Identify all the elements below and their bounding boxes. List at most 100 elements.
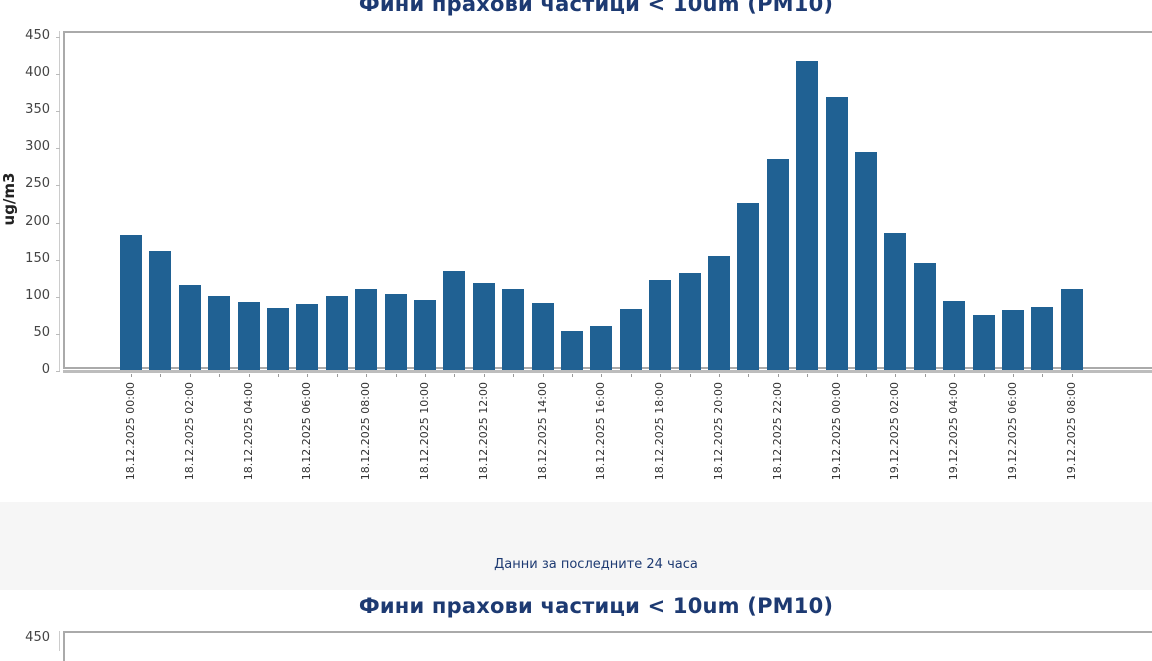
bar[interactable] xyxy=(149,250,172,371)
x-tick-mark xyxy=(777,374,779,377)
x-tick-mark xyxy=(630,374,632,377)
y-tick-mark xyxy=(56,37,60,38)
y-tick-label: 200 xyxy=(25,213,50,229)
x-tick-mark xyxy=(836,374,838,377)
caption-band xyxy=(0,502,1152,590)
x-tick-mark xyxy=(278,374,279,377)
x-axis-line xyxy=(63,370,1152,373)
y-tick-mark xyxy=(56,148,60,150)
bar[interactable] xyxy=(502,289,525,371)
bar[interactable] xyxy=(472,282,495,371)
x-tick-label: 18.12.2025 08:00 xyxy=(359,382,373,481)
x-tick-label: 18.12.2025 04:00 xyxy=(241,382,255,481)
second-chart-y-axis xyxy=(59,631,60,651)
bar[interactable] xyxy=(825,97,848,371)
bar[interactable] xyxy=(325,296,348,371)
x-tick-mark xyxy=(954,374,956,377)
bar[interactable] xyxy=(296,304,319,371)
x-tick-mark xyxy=(366,374,368,377)
bar[interactable] xyxy=(443,270,466,371)
bar[interactable] xyxy=(561,330,583,371)
bar[interactable] xyxy=(237,301,260,371)
x-tick-mark xyxy=(248,374,250,377)
bar[interactable] xyxy=(796,60,819,371)
x-tick-label: 19.12.2025 04:00 xyxy=(947,382,961,481)
bar[interactable] xyxy=(649,279,672,371)
bar[interactable] xyxy=(737,203,760,371)
x-tick-label: 19.12.2025 06:00 xyxy=(1006,382,1019,481)
bar[interactable] xyxy=(766,158,789,371)
y-tick-label: 150 xyxy=(25,250,50,266)
bar[interactable] xyxy=(884,232,907,371)
x-tick-label: 19.12.2025 02:00 xyxy=(888,382,902,481)
x-tick-mark xyxy=(924,374,926,377)
second-chart-title: Фини прахови частици < 10um (PM10) xyxy=(358,594,834,618)
second-chart-plot-area xyxy=(63,631,1152,661)
y-tick-mark xyxy=(56,111,60,113)
x-tick-mark xyxy=(807,374,809,377)
x-tick-label: 18.12.2025 14:00 xyxy=(535,382,549,481)
bar[interactable] xyxy=(208,296,231,371)
x-tick-label: 18.12.2025 02:00 xyxy=(182,382,196,481)
x-tick-mark xyxy=(160,374,162,377)
x-tick-mark xyxy=(748,374,750,377)
y-tick-mark xyxy=(56,74,60,76)
bar[interactable] xyxy=(678,273,701,371)
x-tick-mark xyxy=(719,374,720,377)
bar[interactable] xyxy=(972,315,995,371)
x-tick-mark xyxy=(336,374,338,377)
x-tick-mark xyxy=(483,374,485,377)
y-tick-label: 0 xyxy=(41,362,50,377)
bar[interactable] xyxy=(913,262,936,371)
bar[interactable] xyxy=(590,325,613,371)
bar[interactable] xyxy=(355,289,378,371)
x-tick-label: 18.12.2025 06:00 xyxy=(300,382,314,481)
x-tick-mark xyxy=(866,374,867,377)
y-axis-line xyxy=(59,31,60,372)
bar[interactable] xyxy=(1060,289,1083,371)
y-tick-label: 300 xyxy=(25,139,50,155)
x-tick-mark xyxy=(689,374,691,377)
x-tick-mark xyxy=(601,374,603,377)
x-tick-mark xyxy=(1071,374,1073,377)
y-tick-mark xyxy=(56,185,60,187)
bar[interactable] xyxy=(708,255,730,371)
y-tick-mark xyxy=(56,259,60,261)
x-tick-mark xyxy=(454,374,456,377)
y-tick-label: 50 xyxy=(33,324,50,340)
x-tick-mark xyxy=(307,374,309,377)
chart-title: Фини прахови частици < 10um (PM10) xyxy=(358,0,834,16)
bar[interactable] xyxy=(267,307,289,371)
x-tick-mark xyxy=(895,374,897,377)
y-tick-label: 450 xyxy=(25,28,50,43)
x-tick-label: 18.12.2025 20:00 xyxy=(712,382,725,481)
bar[interactable] xyxy=(384,293,407,371)
bar[interactable] xyxy=(531,302,554,371)
x-tick-mark xyxy=(542,374,544,377)
x-tick-mark xyxy=(1013,374,1014,377)
x-tick-mark xyxy=(660,374,662,377)
x-tick-mark xyxy=(572,374,573,377)
x-tick-label: 18.12.2025 18:00 xyxy=(653,382,667,481)
x-tick-label: 18.12.2025 12:00 xyxy=(476,382,490,481)
bar[interactable] xyxy=(1031,307,1054,371)
y-tick-mark xyxy=(56,222,60,224)
x-tick-mark xyxy=(219,374,221,377)
bar[interactable] xyxy=(178,284,201,371)
bar[interactable] xyxy=(943,301,966,371)
x-tick-label: 18.12.2025 22:00 xyxy=(770,382,784,481)
x-tick-mark xyxy=(1042,374,1044,377)
bar[interactable] xyxy=(120,235,142,371)
x-tick-label: 19.12.2025 08:00 xyxy=(1064,382,1078,481)
bar[interactable] xyxy=(855,152,877,371)
bar[interactable] xyxy=(414,299,436,371)
y-tick-label: 100 xyxy=(25,287,50,303)
y-tick-label: 350 xyxy=(25,102,50,118)
bar[interactable] xyxy=(1002,310,1024,371)
second-chart-ytick: 450 xyxy=(25,630,50,645)
y-tick-label: 400 xyxy=(25,65,50,81)
x-tick-label: 18.12.2025 10:00 xyxy=(418,382,431,481)
x-tick-label: 18.12.2025 16:00 xyxy=(594,382,608,481)
bar[interactable] xyxy=(619,308,642,371)
period-caption: Данни за последните 24 часа xyxy=(494,557,698,572)
